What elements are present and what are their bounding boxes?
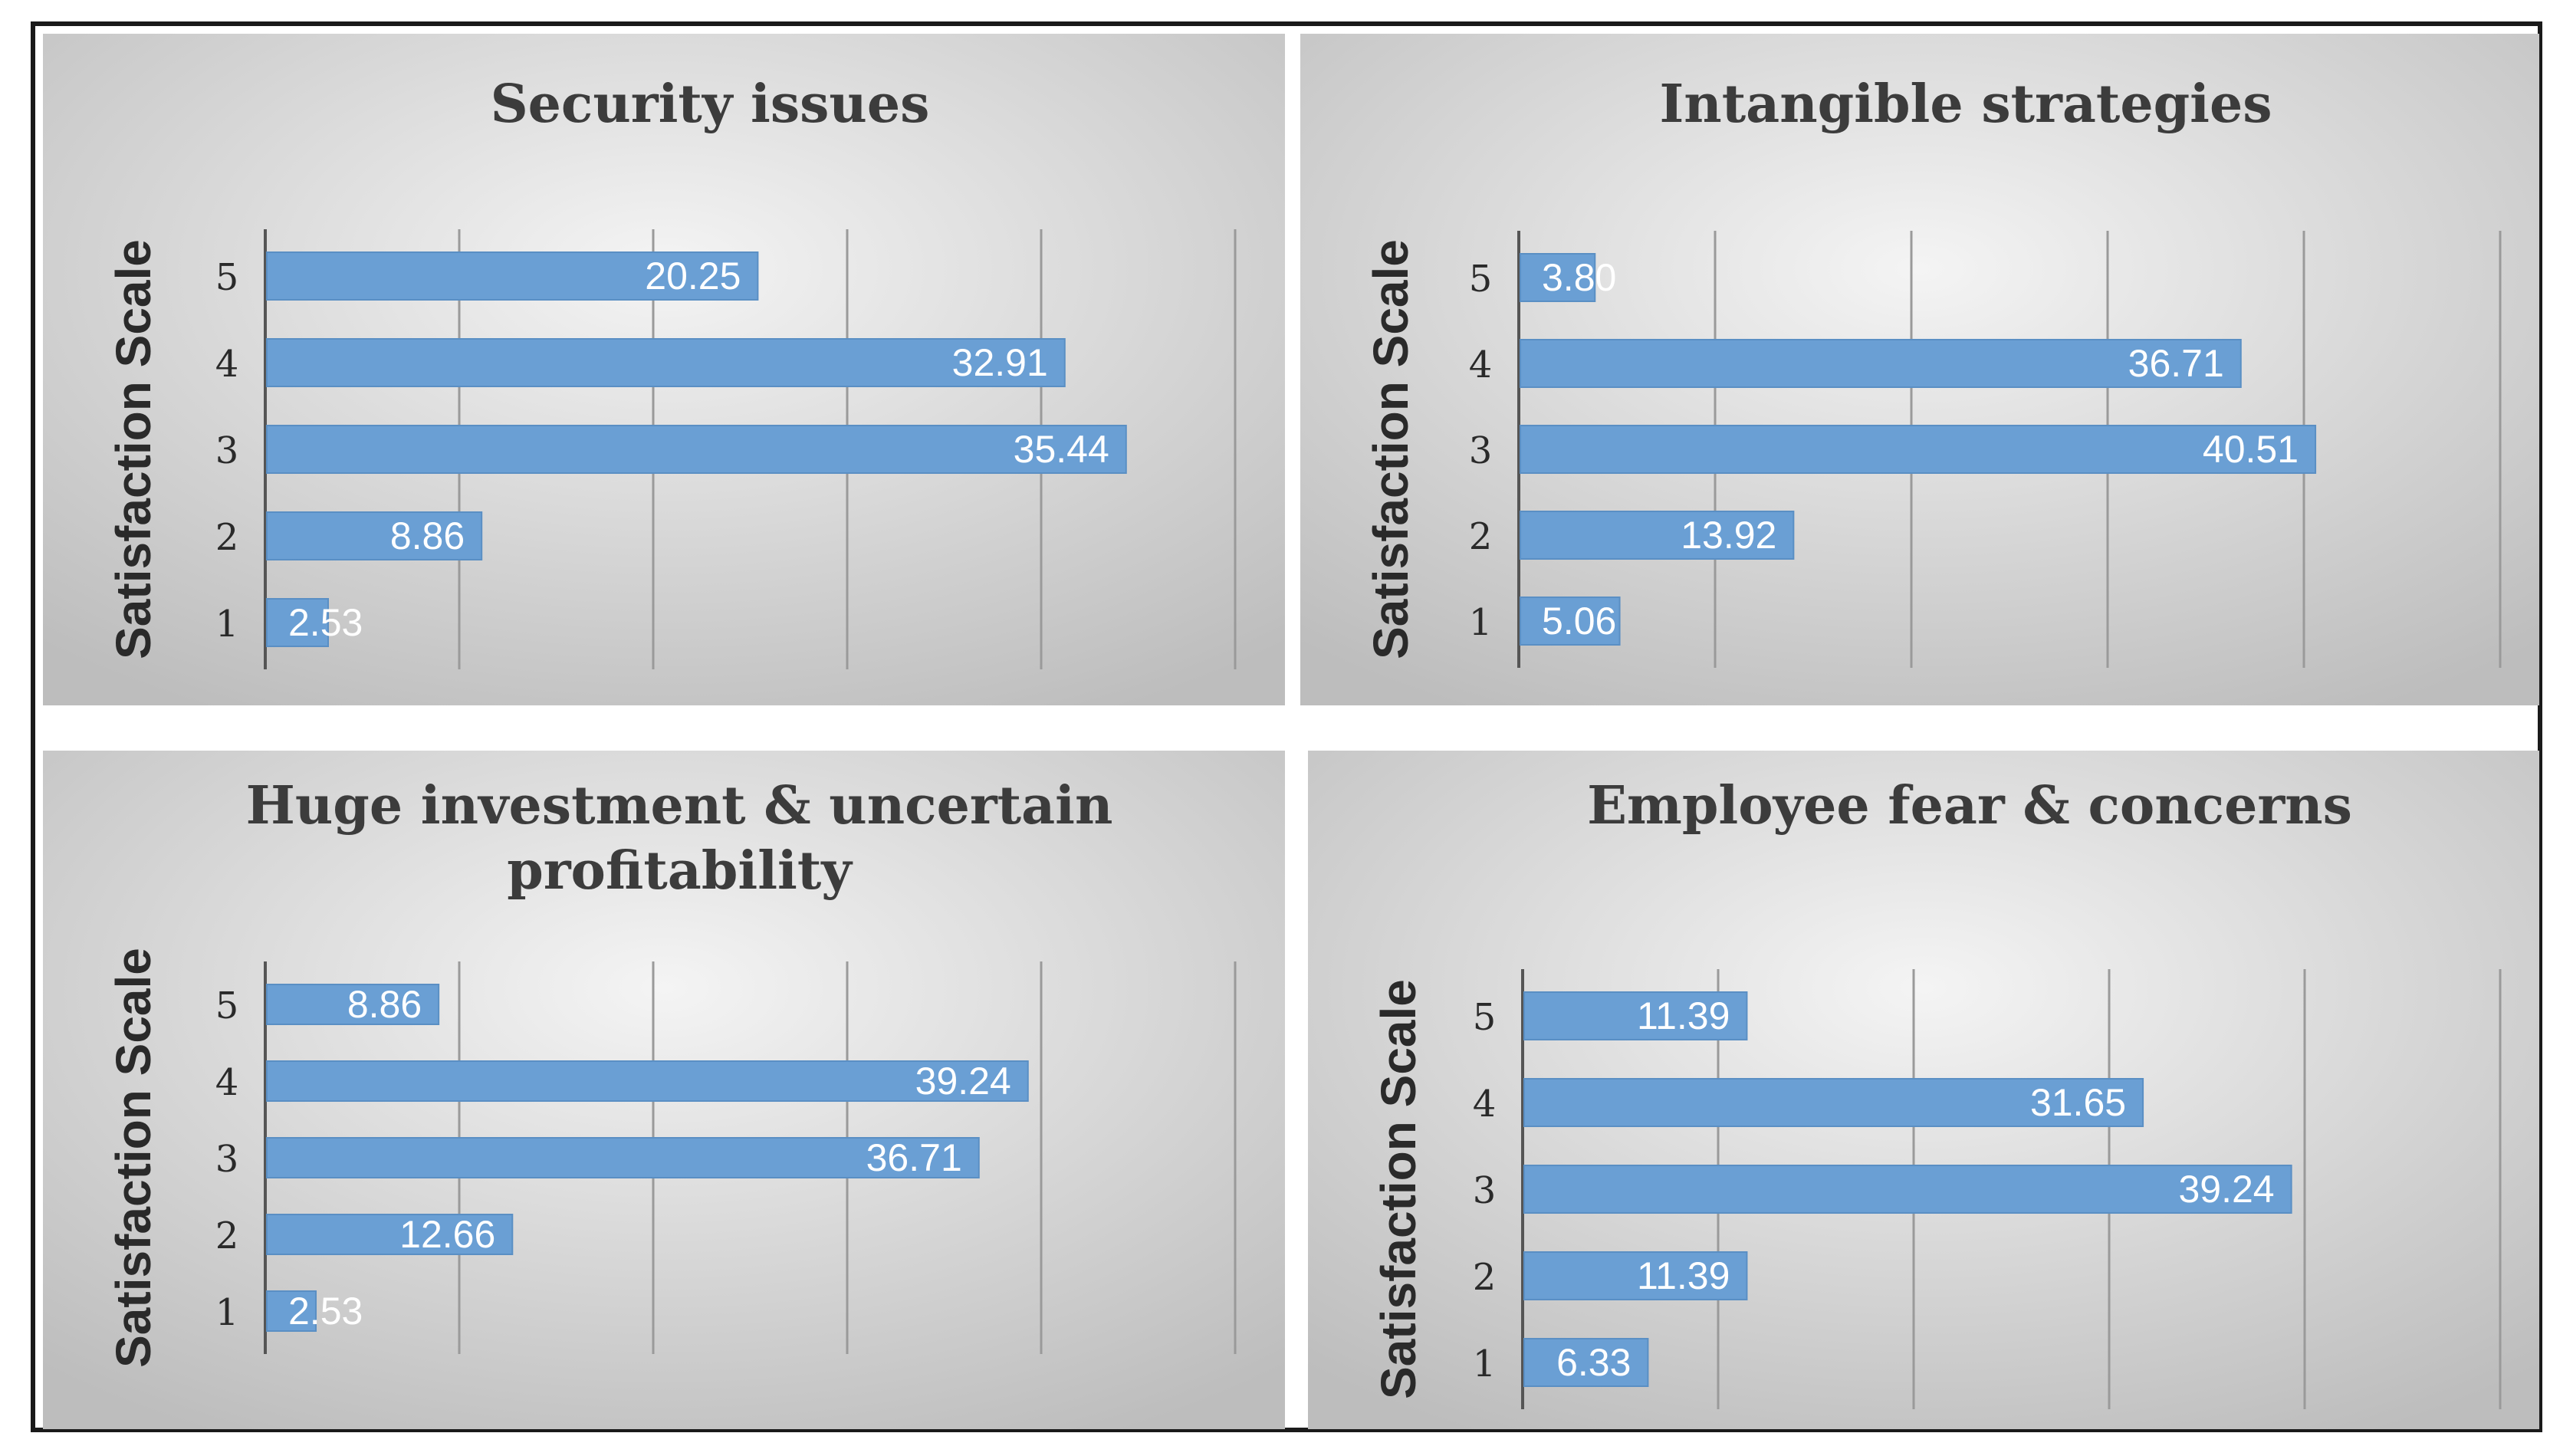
panel-employee-fear: Employee fear & concerns Satisfaction Sca… — [1308, 751, 2539, 1429]
y-axis-label: Satisfaction Scale — [106, 239, 161, 659]
bar-3 — [266, 1137, 980, 1178]
bar-data-label: 13.92 — [1681, 514, 1776, 557]
bar-data-label: 11.39 — [1637, 1254, 1730, 1297]
bar-1 — [266, 598, 330, 647]
bar-2 — [266, 511, 483, 560]
bar-3 — [266, 425, 1127, 474]
bar-data-label: 40.51 — [2203, 428, 2299, 471]
y-axis-label: Satisfaction Scale — [1363, 239, 1418, 659]
chart-grid-frame: Security issues Satisfaction Scale 5 20.25 4… — [31, 21, 2542, 1432]
bar-4 — [1520, 339, 2242, 388]
y-tick-label: 5 — [1473, 996, 1497, 1039]
chart-title-line: profitability — [507, 840, 853, 902]
y-tick-label: 5 — [1469, 258, 1493, 301]
y-axis-label: Satisfaction Scale — [1371, 979, 1426, 1399]
bar-data-label: 31.65 — [2030, 1081, 2126, 1124]
panel-huge-investment: Huge investment & uncertain profitability… — [43, 751, 1285, 1429]
y-tick-label: 3 — [215, 1138, 239, 1181]
bar-data-label: 2.53 — [288, 601, 363, 644]
bar-2 — [266, 1214, 514, 1255]
bar-3 — [1520, 425, 2317, 474]
y-tick-label: 4 — [1473, 1083, 1497, 1126]
chart-title-line: Huge investment & uncertain — [246, 775, 1113, 836]
bar-data-label: 5.06 — [1542, 600, 1616, 643]
bar-4 — [266, 338, 1066, 387]
bar-data-label: 8.86 — [347, 983, 422, 1026]
y-tick-label: 1 — [215, 1291, 239, 1334]
bar-data-label: 12.66 — [399, 1213, 495, 1256]
y-tick-label: 4 — [1469, 343, 1493, 386]
y-tick-label: 5 — [215, 984, 239, 1027]
chart-title: Employee fear & concerns — [1587, 775, 2352, 836]
panel-intangible-strategies: Intangible strategies Satisfaction Scale 5… — [1300, 34, 2539, 705]
y-tick-label: 4 — [215, 343, 239, 386]
bar-data-label: 8.86 — [390, 514, 465, 557]
bar-1 — [266, 1290, 317, 1332]
bar-4 — [1523, 1078, 2144, 1127]
bar-5 — [266, 251, 759, 301]
y-tick-label: 2 — [1469, 515, 1493, 558]
y-tick-label: 1 — [1469, 601, 1493, 644]
y-tick-label: 1 — [1473, 1343, 1497, 1385]
bar-data-label: 20.25 — [645, 255, 741, 297]
bar-data-label: 6.33 — [1556, 1341, 1631, 1384]
chart-svg: Security issues Satisfaction Scale 5 20.25 4… — [43, 34, 1285, 705]
bar-data-label: 11.39 — [1637, 994, 1730, 1037]
chart-title-line: Employee fear & concerns — [1587, 775, 2352, 836]
y-tick-label: 1 — [215, 603, 239, 646]
bar-2 — [1523, 1251, 1748, 1300]
y-tick-label: 3 — [215, 429, 239, 472]
bar-5 — [1523, 991, 1748, 1040]
bar-data-label: 32.91 — [952, 341, 1048, 384]
chart-title-line: Intangible strategies — [1659, 74, 2272, 135]
y-tick-label: 2 — [1473, 1256, 1497, 1299]
chart-svg: Employee fear & concerns Satisfaction Sca… — [1308, 751, 2539, 1429]
bar-1 — [1523, 1338, 1649, 1387]
bar-3 — [1523, 1165, 2292, 1214]
bar-data-label: 35.44 — [1014, 428, 1109, 471]
y-axis-label: Satisfaction Scale — [106, 948, 161, 1368]
bar-1 — [1520, 597, 1621, 646]
bar-data-label: 3.80 — [1542, 256, 1616, 299]
bar-data-label: 39.24 — [2178, 1168, 2274, 1211]
chart-svg: Intangible strategies Satisfaction Scale 5… — [1300, 34, 2539, 705]
y-tick-label: 2 — [215, 516, 239, 559]
bar-data-label: 36.71 — [2128, 342, 2224, 385]
bar-5 — [266, 984, 440, 1025]
chart-title: Huge investment & uncertain profitability — [246, 775, 1113, 902]
bar-data-label: 39.24 — [915, 1060, 1011, 1103]
bar-data-label: 36.71 — [866, 1136, 962, 1179]
y-tick-label: 2 — [215, 1214, 239, 1257]
y-tick-label: 3 — [1469, 429, 1493, 472]
chart-title: Security issues — [491, 74, 930, 135]
y-tick-label: 4 — [215, 1061, 239, 1104]
chart-svg: Huge investment & uncertain profitability… — [43, 751, 1285, 1429]
panel-security-issues: Security issues Satisfaction Scale 5 20.25 4… — [43, 34, 1285, 705]
bar-5 — [1520, 253, 1596, 302]
y-tick-label: 3 — [1473, 1169, 1497, 1212]
bar-2 — [1520, 511, 1795, 560]
chart-title-line: Security issues — [491, 74, 930, 135]
chart-title: Intangible strategies — [1659, 74, 2272, 135]
bar-data-label: 2.53 — [288, 1290, 363, 1333]
y-tick-label: 5 — [215, 256, 239, 299]
bar-4 — [266, 1060, 1029, 1102]
